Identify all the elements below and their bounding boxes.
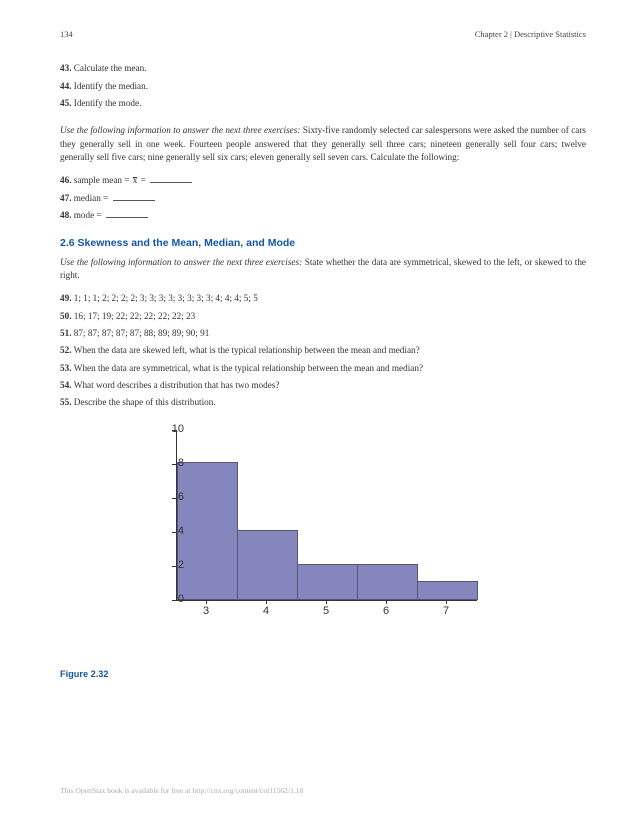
question-item: 44. Identify the median.	[60, 80, 586, 93]
histogram-bar	[297, 564, 358, 600]
histogram-bar	[177, 462, 238, 600]
chart-plot-area	[176, 430, 477, 601]
y-tick-label: 6	[178, 490, 184, 506]
question-item: 51. 87; 87; 87; 87; 87; 88; 89; 89; 90; …	[60, 327, 586, 340]
histogram-chart: 024681034567	[140, 424, 490, 634]
page-footer: This OpenStax book is available for free…	[60, 786, 303, 795]
figure-caption: Figure 2.32	[60, 668, 586, 681]
instruction-1: Use the following information to answer …	[60, 124, 586, 164]
section-heading: 2.6 Skewness and the Mean, Median, and M…	[60, 236, 586, 251]
question-item: 52. When the data are skewed left, what …	[60, 344, 586, 357]
question-item: 43. Calculate the mean.	[60, 62, 586, 75]
x-tick-label: 4	[263, 604, 269, 620]
y-tick-label: 8	[178, 456, 184, 472]
running-head: 134 Chapter 2 | Descriptive Statistics	[60, 28, 586, 40]
x-tick-label: 6	[383, 604, 389, 620]
page-number: 134	[60, 28, 73, 40]
histogram-bar	[237, 530, 298, 600]
question-item: 46. sample mean = x =	[60, 174, 586, 187]
question-block-2: 46. sample mean = x = 47. median = 48. m…	[60, 174, 586, 222]
question-item: 45. Identify the mode.	[60, 97, 586, 110]
question-item: 48. mode =	[60, 209, 586, 222]
instruction-2-lead: Use the following information to answer …	[60, 257, 302, 267]
y-tick-label: 4	[178, 524, 184, 540]
instruction-2: Use the following information to answer …	[60, 256, 586, 283]
question-block-1: 43. Calculate the mean. 44. Identify the …	[60, 62, 586, 110]
question-item: 54. What word describes a distribution t…	[60, 379, 586, 392]
x-tick-label: 7	[443, 604, 449, 620]
histogram-bar	[357, 564, 418, 600]
chapter-label: Chapter 2 | Descriptive Statistics	[475, 28, 586, 40]
y-tick-label: 2	[178, 558, 184, 574]
question-item: 47. median =	[60, 192, 586, 205]
x-tick-label: 3	[203, 604, 209, 620]
question-item: 55. Describe the shape of this distribut…	[60, 396, 586, 409]
y-tick-label: 0	[178, 592, 184, 608]
question-block-3: 49. 1; 1; 1; 2; 2; 2; 2; 3; 3; 3; 3; 3; …	[60, 292, 586, 409]
question-item: 50. 16; 17; 19; 22; 22; 22; 22; 22; 23	[60, 310, 586, 323]
histogram-bar	[417, 581, 478, 600]
x-tick-label: 5	[323, 604, 329, 620]
question-item: 53. When the data are symmetrical, what …	[60, 362, 586, 375]
question-item: 49. 1; 1; 1; 2; 2; 2; 2; 3; 3; 3; 3; 3; …	[60, 292, 586, 305]
instruction-1-lead: Use the following information to answer …	[60, 125, 300, 135]
